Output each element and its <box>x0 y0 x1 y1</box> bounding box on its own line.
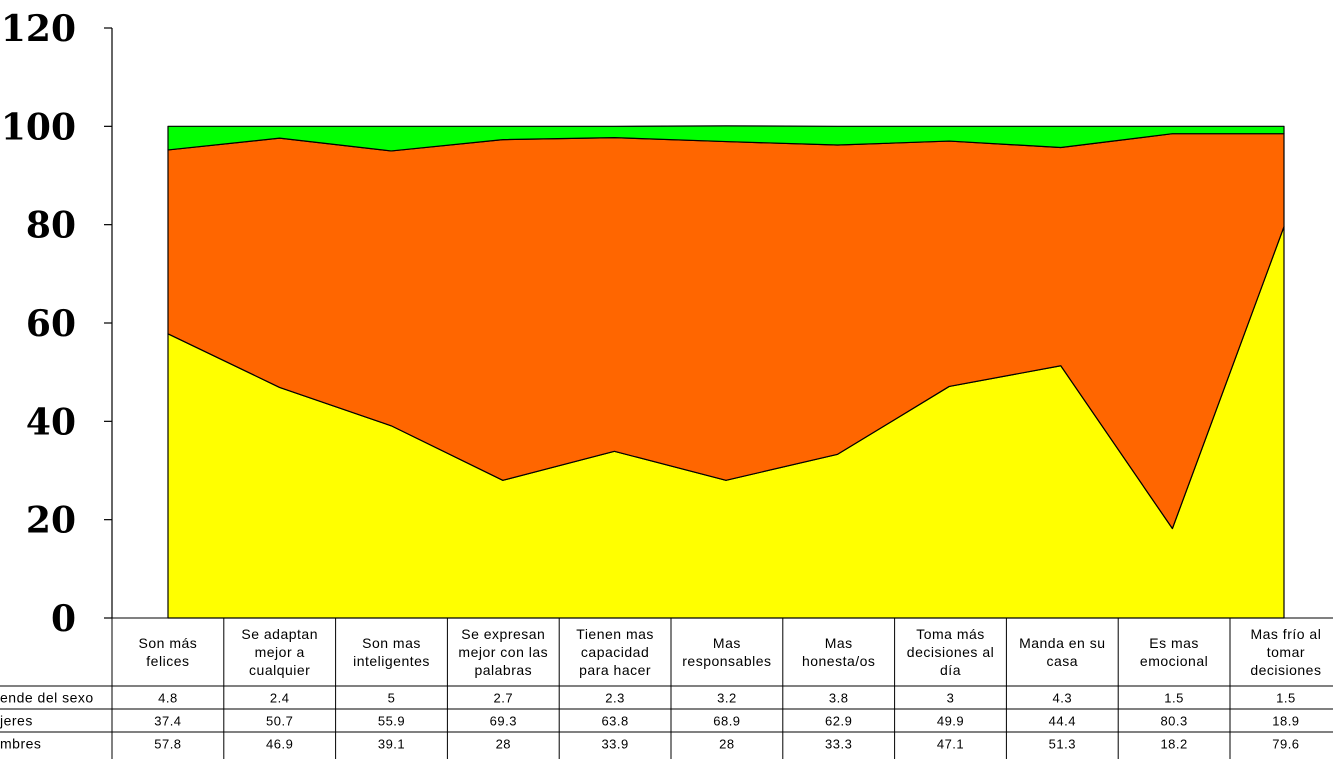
data-label: 39.1 <box>378 737 405 752</box>
data-label: 63.8 <box>601 714 628 729</box>
series-label: mbres <box>0 736 41 752</box>
y-tick-label: 40 <box>26 401 76 443</box>
data-label: 4.8 <box>158 691 178 706</box>
category-label: cualquier <box>249 662 310 678</box>
y-tick-label: 60 <box>26 303 76 345</box>
category-label: casa <box>1047 653 1079 669</box>
data-label: 18.9 <box>1272 714 1299 729</box>
category-label: felices <box>146 653 189 669</box>
category-label: mejor con las <box>458 644 548 660</box>
data-label: 2.4 <box>270 691 290 706</box>
data-label: 1.5 <box>1276 691 1296 706</box>
category-label: inteligentes <box>353 653 430 669</box>
data-table: Son más felices Se adaptan mejor a cualquier… <box>0 617 1333 759</box>
category-label: Toma más <box>916 626 985 642</box>
data-label: 50.7 <box>266 714 293 729</box>
category-label: palabras <box>474 662 532 678</box>
data-label: 4.3 <box>1053 691 1073 706</box>
data-label: 33.9 <box>601 737 628 752</box>
data-label: 2.3 <box>605 691 625 706</box>
category-label: responsables <box>682 653 771 669</box>
category-label: Mas <box>825 635 853 651</box>
category-label: mejor a <box>255 644 305 660</box>
data-label: 3 <box>947 691 955 706</box>
series-label: jeres <box>0 713 33 729</box>
data-label: 1.5 <box>1164 691 1184 706</box>
data-label: 44.4 <box>1049 714 1076 729</box>
category-label: tomar <box>1267 644 1305 660</box>
data-label: 46.9 <box>266 737 293 752</box>
data-label: 37.4 <box>154 714 181 729</box>
data-label: 47.1 <box>937 737 964 752</box>
plot-areas <box>167 125 1285 619</box>
category-label: Se adaptan <box>241 626 318 642</box>
category-label: decisiones <box>1250 662 1321 678</box>
data-label: 62.9 <box>825 714 852 729</box>
data-label: 3.8 <box>829 691 849 706</box>
category-label: Tienen mas <box>576 626 654 642</box>
data-label: 57.8 <box>154 737 181 752</box>
category-label: decisiones al <box>907 644 994 660</box>
category-label: capacidad <box>581 644 649 660</box>
category-label: Mas frío al <box>1250 626 1321 642</box>
data-label: 5 <box>388 691 396 706</box>
data-label: 69.3 <box>490 714 517 729</box>
category-label: Son más <box>139 635 198 651</box>
category-label: emocional <box>1140 653 1208 669</box>
y-tick-label: 120 <box>1 8 76 50</box>
y-tick-label: 20 <box>26 500 76 542</box>
y-tick-label: 80 <box>26 205 76 247</box>
data-label: 33.3 <box>825 737 852 752</box>
y-tick-label: 100 <box>1 106 76 148</box>
data-label: 18.2 <box>1160 737 1187 752</box>
data-label: 79.6 <box>1272 737 1299 752</box>
category-label: Mas <box>713 635 741 651</box>
data-label: 80.3 <box>1160 714 1187 729</box>
series-label: ende del sexo <box>0 690 94 706</box>
data-label: 55.9 <box>378 714 405 729</box>
area-series-2 <box>167 125 1285 152</box>
category-label: Se expresan <box>461 626 545 642</box>
data-label: 49.9 <box>937 714 964 729</box>
data-label: 68.9 <box>713 714 740 729</box>
data-label: 51.3 <box>1049 737 1076 752</box>
category-label: honesta/os <box>802 653 876 669</box>
category-label: Es mas <box>1149 635 1199 651</box>
data-label: 3.2 <box>717 691 737 706</box>
category-label: Son mas <box>362 635 421 651</box>
y-tick-label: 0 <box>51 598 76 640</box>
data-label: 28 <box>496 737 511 752</box>
category-label: Manda en su <box>1019 635 1105 651</box>
category-label: para hacer <box>579 662 651 678</box>
data-label: 28 <box>719 737 734 752</box>
data-label: 2.7 <box>494 691 514 706</box>
category-label: día <box>940 662 961 678</box>
y-axis: 0 20 40 60 80 100 120 <box>1 8 113 640</box>
